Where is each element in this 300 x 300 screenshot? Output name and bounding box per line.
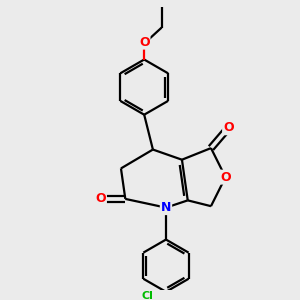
Text: Cl: Cl xyxy=(141,291,153,300)
Text: O: O xyxy=(220,171,231,184)
Text: O: O xyxy=(95,192,106,206)
Text: N: N xyxy=(161,201,171,214)
Text: O: O xyxy=(139,36,149,49)
Text: O: O xyxy=(223,121,234,134)
